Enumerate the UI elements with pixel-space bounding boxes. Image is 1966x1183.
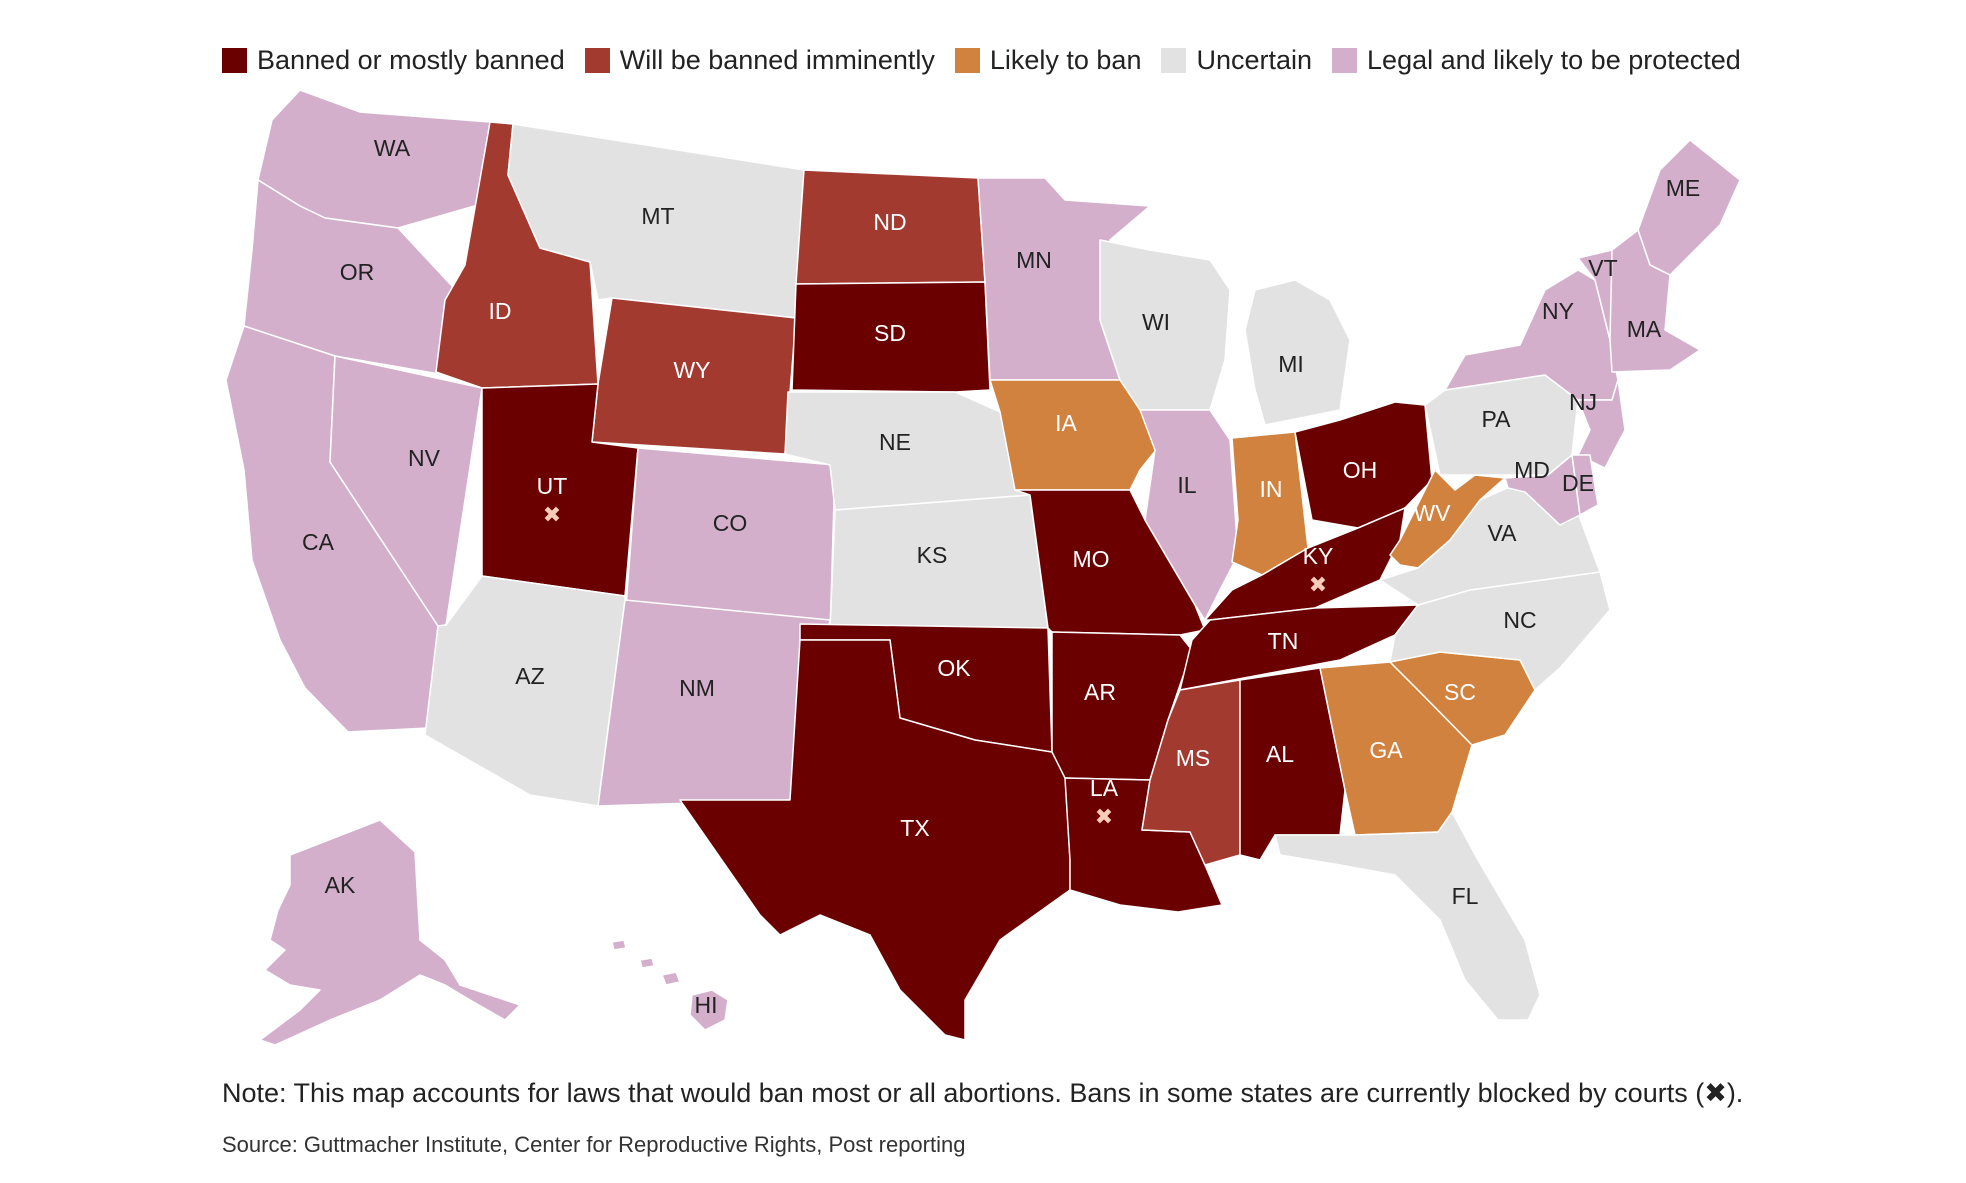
legend-label: Legal and likely to be protected	[1367, 44, 1741, 75]
state-label-SC: SC	[1444, 679, 1476, 705]
blocked-marker-UT: ✖	[543, 502, 561, 527]
state-label-AL: AL	[1266, 741, 1294, 767]
state-label-TX: TX	[900, 815, 929, 841]
state-label-WA: WA	[374, 135, 411, 161]
state-HI-island-1	[661, 971, 681, 986]
state-label-PA: PA	[1482, 406, 1512, 432]
state-NJ[interactable]	[1577, 379, 1626, 469]
state-label-ND: ND	[873, 209, 906, 235]
state-label-MS: MS	[1176, 745, 1211, 771]
state-label-MN: MN	[1016, 247, 1052, 273]
state-label-GA: GA	[1369, 737, 1403, 763]
legend-swatch-uncertain	[1161, 47, 1187, 73]
state-DE[interactable]	[1571, 454, 1599, 516]
note-text: Note: This map accounts for laws that wo…	[222, 1078, 1744, 1108]
legend-item-legal: Legal and likely to be protected	[1332, 45, 1741, 76]
state-MO[interactable]	[1014, 489, 1206, 636]
state-label-ID: ID	[489, 298, 512, 324]
legend-swatch-legal	[1332, 47, 1358, 73]
blocked-marker-KY: ✖	[1309, 572, 1327, 597]
source-text: Source: Guttmacher Institute, Center for…	[222, 1132, 966, 1157]
state-label-CO: CO	[713, 510, 748, 536]
blocked-marker-LA: ✖	[1095, 804, 1113, 829]
state-label-NJ: NJ	[1569, 389, 1597, 415]
state-label-DE: DE	[1562, 470, 1594, 496]
state-label-FL: FL	[1452, 883, 1479, 909]
state-label-HI: HI	[695, 992, 718, 1018]
state-label-WY: WY	[673, 357, 710, 383]
state-label-CA: CA	[302, 529, 335, 555]
state-label-NC: NC	[1503, 607, 1536, 633]
state-label-NV: NV	[408, 445, 441, 471]
state-AZ[interactable]	[424, 575, 626, 807]
state-label-MD: MD	[1514, 457, 1550, 483]
legend-swatch-likely	[954, 47, 980, 73]
state-MI[interactable]	[1244, 279, 1351, 426]
state-label-IN: IN	[1260, 476, 1283, 502]
state-WY[interactable]	[591, 297, 797, 455]
state-label-MO: MO	[1072, 546, 1109, 572]
legend-item-imminent: Will be banned imminently	[584, 44, 935, 76]
state-label-SD: SD	[874, 320, 906, 346]
state-label-NE: NE	[879, 429, 911, 455]
state-label-OH: OH	[1343, 457, 1378, 483]
state-label-AK: AK	[325, 872, 356, 898]
state-label-MA: MA	[1627, 316, 1662, 342]
state-ME[interactable]	[1637, 139, 1741, 276]
state-HI-island-3	[611, 939, 627, 951]
state-MA[interactable]	[1609, 229, 1701, 373]
state-IL[interactable]	[1139, 409, 1239, 621]
state-shapes	[225, 89, 1741, 1046]
state-label-AR: AR	[1084, 679, 1116, 705]
legend: Banned or mostly banned Will be banned im…	[222, 40, 1761, 80]
legend-item-banned: Banned or mostly banned	[222, 45, 565, 76]
state-HI[interactable]	[689, 989, 729, 1031]
state-MD[interactable]	[1504, 454, 1581, 526]
state-HI-island-2	[639, 957, 655, 969]
legend-label: Uncertain	[1196, 44, 1313, 75]
legend-swatch-banned	[222, 47, 247, 73]
state-SD[interactable]	[791, 281, 991, 393]
legend-item-uncertain: Uncertain	[1161, 45, 1312, 76]
state-label-AZ: AZ	[515, 663, 544, 689]
state-WV[interactable]	[1389, 469, 1506, 569]
state-label-IL: IL	[1177, 472, 1196, 498]
state-label-TN: TN	[1268, 628, 1299, 654]
state-label-WV: WV	[1413, 500, 1451, 526]
state-label-VT: VT	[1588, 255, 1617, 281]
state-label-NM: NM	[679, 675, 715, 701]
state-label-KY: KY	[1303, 543, 1334, 569]
state-label-ME: ME	[1666, 175, 1701, 201]
state-label-MI: MI	[1278, 351, 1304, 377]
legend-item-likely: Likely to ban	[954, 44, 1142, 76]
state-label-VA: VA	[1488, 520, 1518, 546]
legend-label: Will be banned imminently	[619, 44, 935, 75]
state-label-UT: UT	[537, 473, 568, 499]
state-WI[interactable]	[1099, 239, 1231, 411]
state-label-LA: LA	[1090, 775, 1119, 801]
state-label-IA: IA	[1055, 410, 1077, 436]
legend-label: Banned or mostly banned	[257, 44, 565, 75]
state-label-NY: NY	[1542, 298, 1574, 324]
state-label-WI: WI	[1142, 309, 1170, 335]
state-label-KS: KS	[917, 542, 948, 568]
state-label-OK: OK	[937, 655, 971, 681]
state-AK[interactable]	[259, 819, 521, 1046]
legend-label: Likely to ban	[989, 44, 1142, 75]
state-TX[interactable]	[679, 639, 1071, 1041]
state-label-MT: MT	[641, 203, 674, 229]
state-FL[interactable]	[1274, 811, 1541, 1021]
legend-swatch-imminent	[584, 47, 610, 73]
state-IN[interactable]	[1231, 431, 1309, 576]
state-labels: WA OR CA NV ID MT WY UT ✖ CO AZ NM ND SD NE KS OK TX MN IA M…	[302, 135, 1700, 1018]
state-label-OR: OR	[340, 259, 375, 285]
